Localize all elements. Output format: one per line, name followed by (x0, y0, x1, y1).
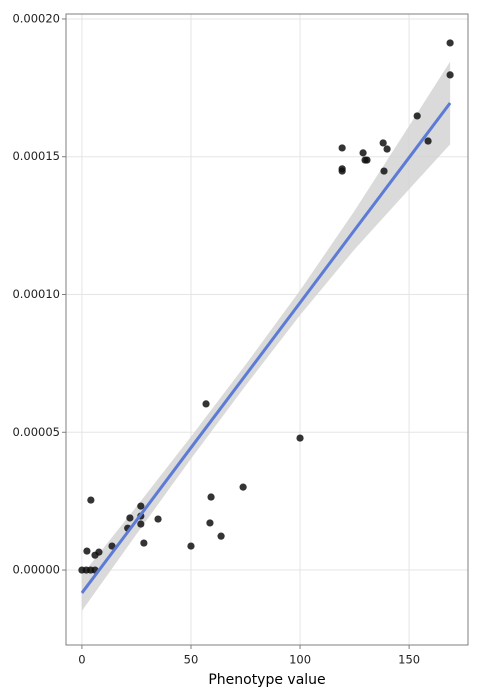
y-tick-label: 0.00020 (12, 11, 60, 25)
data-point (338, 144, 346, 152)
data-point (83, 547, 91, 555)
x-tick-label: 0 (78, 653, 85, 667)
y-tick-label: 0.00010 (12, 287, 60, 301)
labels-layer: 0.00000 0.00005 0.00010 0.00015 0.00020 0 50 10… (12, 11, 420, 666)
data-point (87, 496, 95, 504)
panel (66, 14, 468, 645)
band-layer (81, 61, 451, 611)
data-point (383, 145, 391, 153)
fit-layer (80, 102, 452, 594)
data-point (217, 532, 225, 540)
data-point (137, 502, 145, 510)
data-point (380, 167, 388, 175)
grid (66, 14, 468, 645)
data-point (359, 149, 367, 157)
data-point (95, 548, 103, 556)
data-point (206, 519, 214, 527)
y-tick-label: 0.00000 (12, 563, 60, 577)
data-point (424, 137, 432, 145)
y-tick-label: 0.00005 (12, 425, 60, 439)
data-point (187, 542, 195, 550)
data-point (363, 156, 371, 164)
data-point (239, 483, 247, 491)
panel-border (65, 13, 469, 646)
regression-line (80, 102, 452, 594)
confidence-band (81, 61, 451, 611)
data-point (207, 493, 215, 501)
x-tick-label: 50 (184, 653, 199, 667)
data-point (379, 139, 387, 147)
data-point (338, 167, 346, 175)
points-layer (78, 39, 454, 574)
y-tick-label: 0.00015 (12, 149, 60, 163)
data-point (126, 514, 134, 522)
data-point (296, 434, 304, 442)
data-point (108, 542, 116, 550)
x-axis-title: Phenotype value (208, 672, 325, 688)
data-point (446, 39, 454, 47)
data-point (446, 71, 454, 79)
data-point (154, 515, 162, 523)
data-point (413, 112, 421, 120)
data-point (202, 400, 210, 408)
data-point (137, 520, 145, 528)
data-point (140, 539, 148, 547)
x-tick-label: 150 (398, 653, 420, 667)
x-tick-label: 100 (289, 653, 311, 667)
